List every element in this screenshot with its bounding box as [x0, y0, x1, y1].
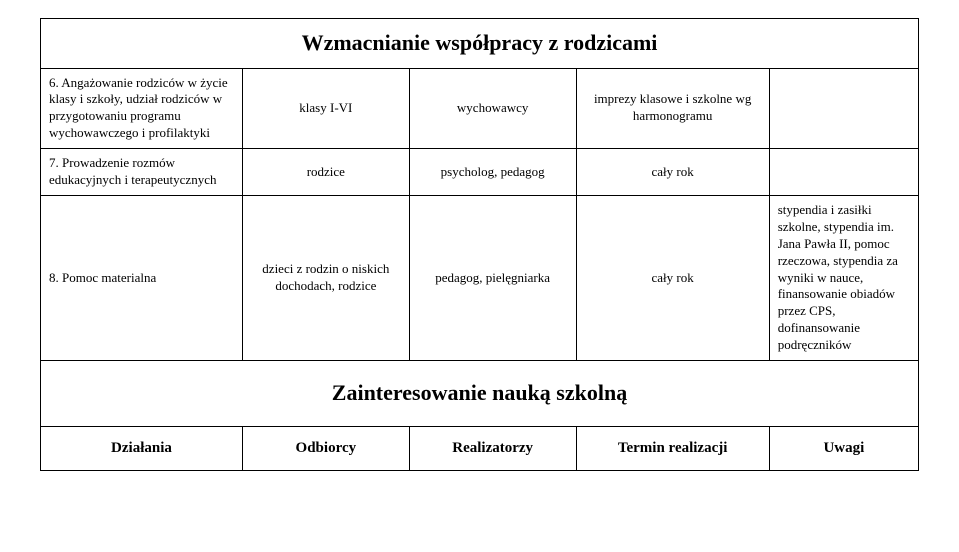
section2-title-row: Zainteresowanie nauką szkolną: [41, 360, 919, 426]
cell-realizatorzy: psycholog, pedagog: [409, 149, 576, 196]
section1-title-row: Wzmacnianie współpracy z rodzicami: [41, 19, 919, 69]
cell-termin: cały rok: [576, 149, 769, 196]
cell-realizatorzy: wychowawcy: [409, 68, 576, 149]
cell-odbiorcy: rodzice: [242, 149, 409, 196]
cell-termin: cały rok: [576, 195, 769, 360]
header-dzialania: Działania: [41, 426, 243, 471]
table-row: 7. Prowadzenie rozmów edukacyjnych i ter…: [41, 149, 919, 196]
header-odbiorcy: Odbiorcy: [242, 426, 409, 471]
header-uwagi: Uwagi: [769, 426, 918, 471]
cell-dzialania: 8. Pomoc materialna: [41, 195, 243, 360]
cell-uwagi: stypendia i zasiłki szkolne, stypendia i…: [769, 195, 918, 360]
main-table: Wzmacnianie współpracy z rodzicami 6. An…: [40, 18, 919, 471]
section1-title: Wzmacnianie współpracy z rodzicami: [41, 19, 919, 69]
cell-odbiorcy: dzieci z rodzin o niskich dochodach, rod…: [242, 195, 409, 360]
cell-realizatorzy: pedagog, pielęgniarka: [409, 195, 576, 360]
cell-dzialania: 7. Prowadzenie rozmów edukacyjnych i ter…: [41, 149, 243, 196]
cell-odbiorcy: klasy I-VI: [242, 68, 409, 149]
cell-uwagi: [769, 149, 918, 196]
header-termin: Termin realizacji: [576, 426, 769, 471]
cell-termin: imprezy klasowe i szkolne wg harmonogram…: [576, 68, 769, 149]
header-realizatorzy: Realizatorzy: [409, 426, 576, 471]
document-page: Wzmacnianie współpracy z rodzicami 6. An…: [0, 0, 959, 552]
column-header-row: Działania Odbiorcy Realizatorzy Termin r…: [41, 426, 919, 471]
table-row: 6. Angażowanie rodziców w życie klasy i …: [41, 68, 919, 149]
cell-uwagi: [769, 68, 918, 149]
table-row: 8. Pomoc materialna dzieci z rodzin o ni…: [41, 195, 919, 360]
section2-title: Zainteresowanie nauką szkolną: [41, 360, 919, 426]
cell-dzialania: 6. Angażowanie rodziców w życie klasy i …: [41, 68, 243, 149]
